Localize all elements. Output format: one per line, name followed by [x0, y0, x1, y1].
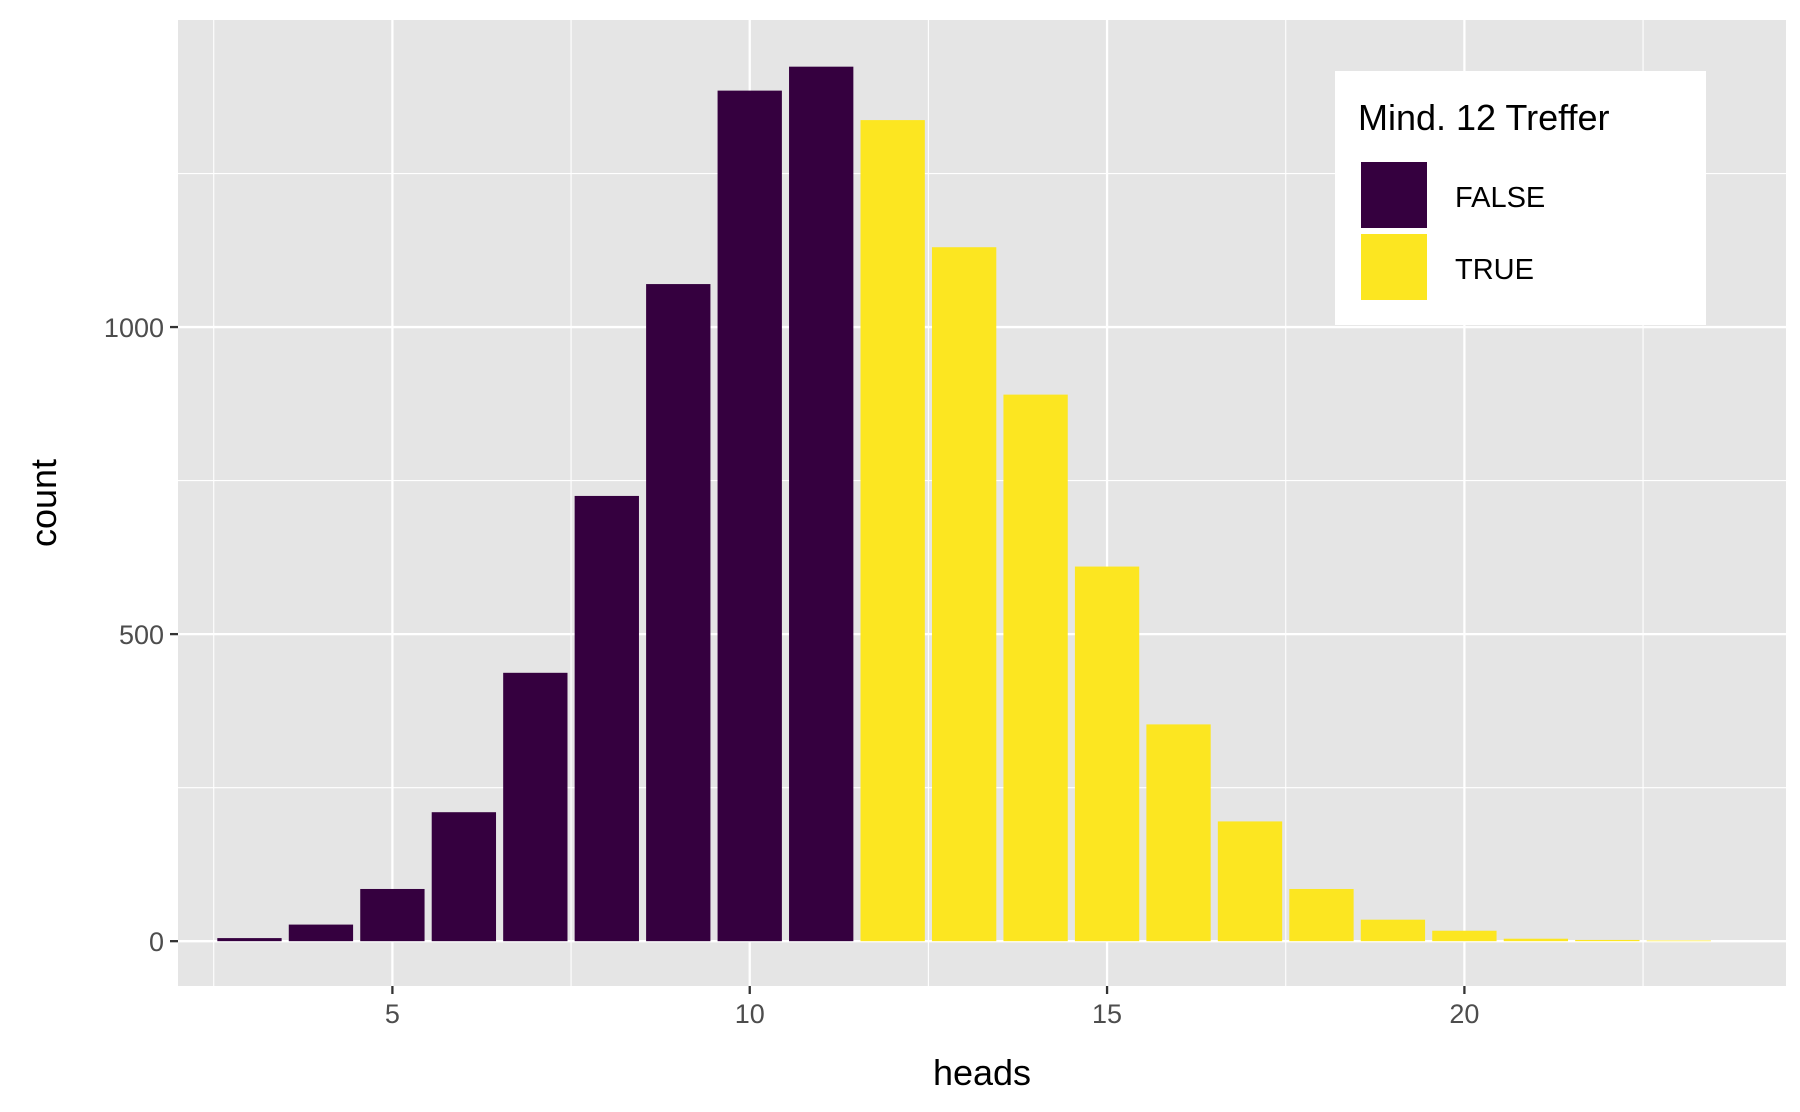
y-tick-label: 0	[149, 927, 164, 957]
bar-heads-12	[860, 120, 925, 942]
bar-heads-6	[431, 812, 497, 942]
bar-heads-22	[1575, 939, 1640, 942]
x-axis-title: heads	[933, 1052, 1031, 1093]
bar-heads-8	[574, 495, 639, 942]
legend-title: Mind. 12 Treffer	[1358, 97, 1609, 138]
bar-heads-19	[1360, 919, 1426, 942]
bar-heads-10	[717, 90, 782, 942]
bar-heads-4	[288, 924, 354, 942]
bar-heads-21	[1503, 938, 1569, 942]
legend-label-false: FALSE	[1455, 182, 1545, 214]
bar-heads-17	[1217, 821, 1283, 942]
bar-heads-5	[360, 888, 425, 942]
x-tick-label: 15	[1092, 999, 1122, 1029]
bar-heads-7	[503, 672, 568, 942]
legend-label-true: TRUE	[1455, 254, 1534, 286]
bar-heads-23	[1646, 940, 1711, 942]
bar-heads-18	[1289, 888, 1354, 942]
y-axis-title: count	[23, 459, 64, 547]
y-tick-label: 1000	[104, 313, 164, 343]
y-tick-label: 500	[119, 620, 164, 650]
bar-heads-15	[1074, 566, 1140, 942]
x-tick-label: 5	[385, 999, 400, 1029]
bar-heads-14	[1003, 394, 1068, 942]
bars	[217, 66, 1711, 942]
y-axis: 0 500 1000	[104, 313, 178, 957]
bar-heads-9	[646, 284, 711, 942]
legend: Mind. 12 Treffer FALSE TRUE	[1335, 71, 1706, 325]
legend-key-true	[1361, 234, 1427, 300]
x-axis: 5 10 15 20	[385, 986, 1479, 1029]
x-tick-label: 10	[735, 999, 765, 1029]
bar-heads-11	[789, 66, 854, 942]
bar-heads-16	[1146, 724, 1211, 942]
bar-heads-20	[1432, 930, 1497, 942]
bar-heads-3	[217, 938, 282, 942]
legend-key-false	[1361, 162, 1427, 228]
x-tick-label: 20	[1449, 999, 1479, 1029]
bar-heads-13	[931, 247, 997, 942]
